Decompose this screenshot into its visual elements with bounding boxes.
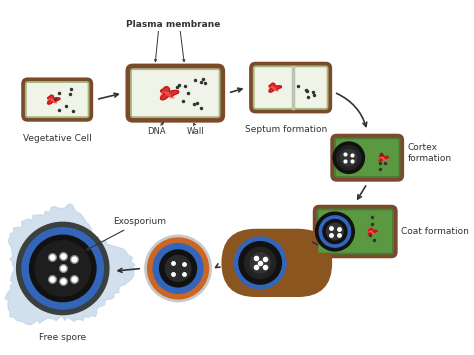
Circle shape [239, 242, 282, 284]
FancyBboxPatch shape [253, 65, 328, 110]
Circle shape [35, 241, 91, 296]
Text: DNA: DNA [147, 127, 166, 136]
FancyBboxPatch shape [126, 64, 225, 122]
FancyBboxPatch shape [330, 134, 404, 182]
Text: Wall: Wall [187, 127, 204, 136]
FancyBboxPatch shape [313, 205, 398, 258]
FancyBboxPatch shape [317, 208, 394, 255]
FancyBboxPatch shape [249, 62, 332, 113]
Circle shape [323, 219, 347, 244]
Text: Vegetative Cell: Vegetative Cell [23, 134, 91, 143]
FancyBboxPatch shape [319, 210, 392, 253]
Circle shape [165, 256, 191, 282]
Polygon shape [368, 229, 377, 235]
Polygon shape [269, 83, 282, 92]
FancyBboxPatch shape [130, 68, 220, 118]
Circle shape [147, 238, 209, 299]
Circle shape [17, 222, 109, 315]
Text: Plasma membrane: Plasma membrane [126, 20, 221, 28]
Text: Coat formation: Coat formation [401, 227, 469, 236]
Polygon shape [5, 204, 135, 324]
Circle shape [234, 237, 286, 289]
FancyBboxPatch shape [25, 81, 90, 118]
Circle shape [327, 223, 343, 240]
FancyBboxPatch shape [132, 70, 219, 116]
Circle shape [337, 146, 361, 170]
FancyBboxPatch shape [334, 137, 401, 178]
Polygon shape [161, 87, 179, 100]
Circle shape [250, 253, 270, 273]
Circle shape [316, 212, 354, 251]
Text: Septum formation: Septum formation [245, 125, 327, 135]
Circle shape [340, 149, 357, 166]
Circle shape [145, 235, 211, 302]
FancyBboxPatch shape [27, 83, 88, 116]
Circle shape [153, 244, 203, 293]
FancyBboxPatch shape [21, 77, 93, 122]
FancyBboxPatch shape [255, 67, 327, 108]
Text: Exosporium: Exosporium [87, 217, 166, 250]
Circle shape [160, 250, 197, 287]
FancyBboxPatch shape [336, 139, 399, 176]
Circle shape [319, 216, 351, 247]
Circle shape [333, 142, 365, 173]
Circle shape [245, 247, 276, 279]
Text: Cortex
formation: Cortex formation [408, 143, 452, 163]
Polygon shape [47, 95, 60, 104]
Circle shape [29, 235, 96, 302]
Circle shape [22, 228, 103, 309]
FancyBboxPatch shape [221, 229, 332, 297]
Polygon shape [379, 154, 388, 161]
Text: Free spore: Free spore [39, 333, 86, 342]
